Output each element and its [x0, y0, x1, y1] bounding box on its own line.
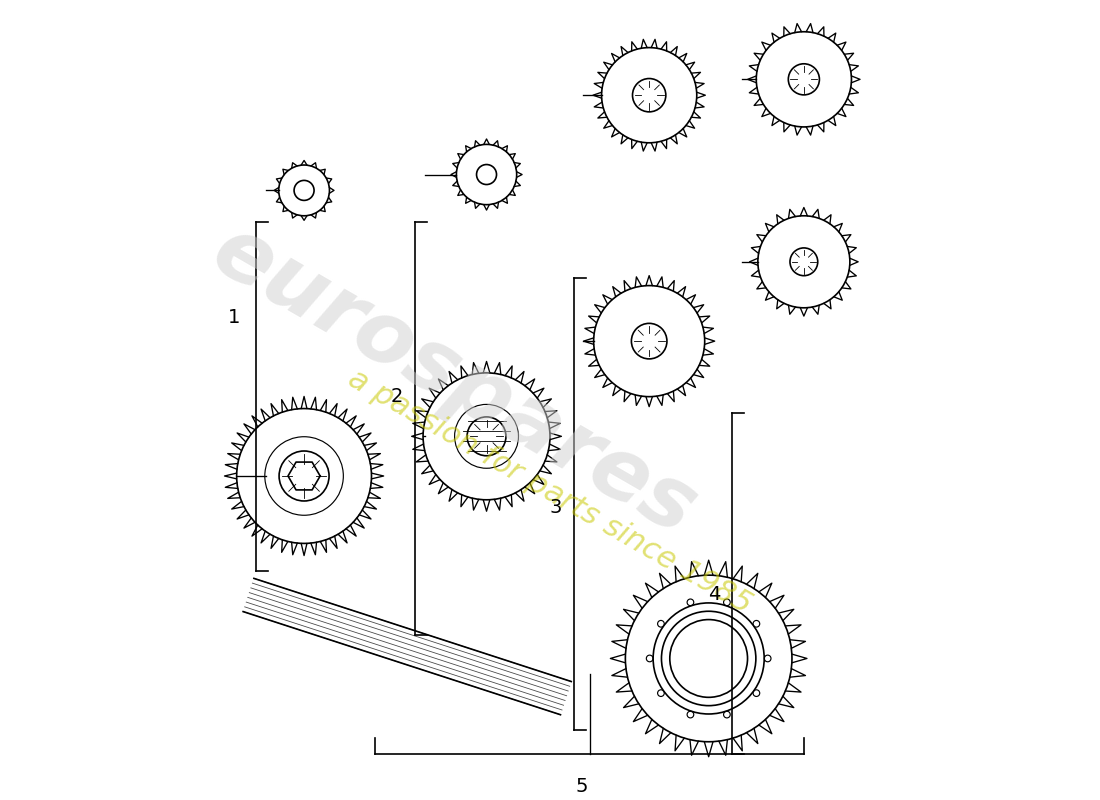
Text: a passion for parts since 1985: a passion for parts since 1985	[343, 364, 757, 620]
Text: 3: 3	[550, 498, 562, 518]
Text: eurospares: eurospares	[198, 209, 712, 553]
Text: 4: 4	[708, 586, 720, 605]
Text: 2: 2	[390, 387, 404, 406]
Text: 1: 1	[228, 308, 241, 327]
Text: 5: 5	[575, 778, 589, 797]
